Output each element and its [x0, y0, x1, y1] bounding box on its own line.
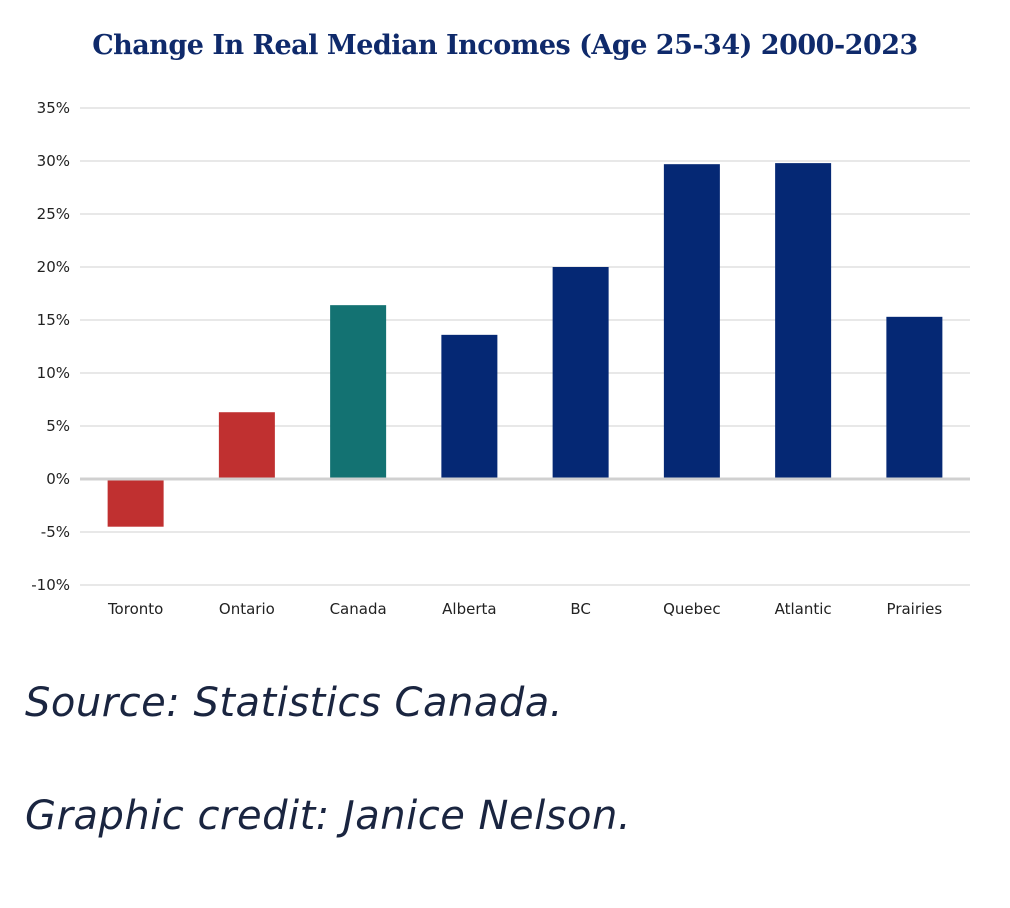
y-tick-label: 15% — [37, 311, 70, 329]
y-tick-label: -5% — [41, 523, 70, 541]
y-tick-label: 20% — [37, 258, 70, 276]
bar-bc — [552, 267, 609, 479]
x-tick-label: BC — [570, 600, 591, 618]
bar-quebec — [663, 164, 720, 479]
x-tick-label: Atlantic — [775, 600, 832, 618]
y-tick-label: 10% — [37, 364, 70, 382]
gridlines — [80, 107, 970, 586]
x-tick-label: Toronto — [107, 600, 163, 618]
bars — [107, 163, 943, 527]
x-tick-label: Quebec — [663, 600, 721, 618]
y-tick-label: -10% — [31, 576, 70, 594]
bar-toronto — [107, 479, 164, 527]
y-tick-label: 0% — [46, 470, 70, 488]
x-tick-label: Alberta — [442, 600, 496, 618]
bar-atlantic — [775, 163, 832, 479]
x-axis-labels: Toronto Ontario Canada Alberta BC Quebec Atlan… — [107, 600, 942, 618]
x-tick-label: Canada — [330, 600, 387, 618]
bar-chart: -10% -5% 0% 5% 10% 15% 20% 25% 30% 35% Toronto Ont… — [31, 99, 970, 618]
chart-title: Change In Real Median Incomes (Age 25-34… — [92, 30, 918, 61]
y-tick-label: 5% — [46, 417, 70, 435]
x-tick-label: Prairies — [887, 600, 943, 618]
y-axis-ticks: -10% -5% 0% 5% 10% 15% 20% 25% 30% 35% — [31, 99, 70, 594]
graphic-credit: Graphic credit: Janice Nelson. — [25, 793, 632, 839]
y-tick-label: 30% — [37, 152, 70, 170]
source-note: Source: Statistics Canada. — [25, 680, 563, 726]
bar-canada — [330, 305, 387, 479]
bar-ontario — [218, 412, 275, 479]
y-tick-label: 25% — [37, 205, 70, 223]
bar-alberta — [441, 334, 498, 479]
bar-prairies — [886, 316, 943, 479]
y-tick-label: 35% — [37, 99, 70, 117]
x-tick-label: Ontario — [219, 600, 275, 618]
